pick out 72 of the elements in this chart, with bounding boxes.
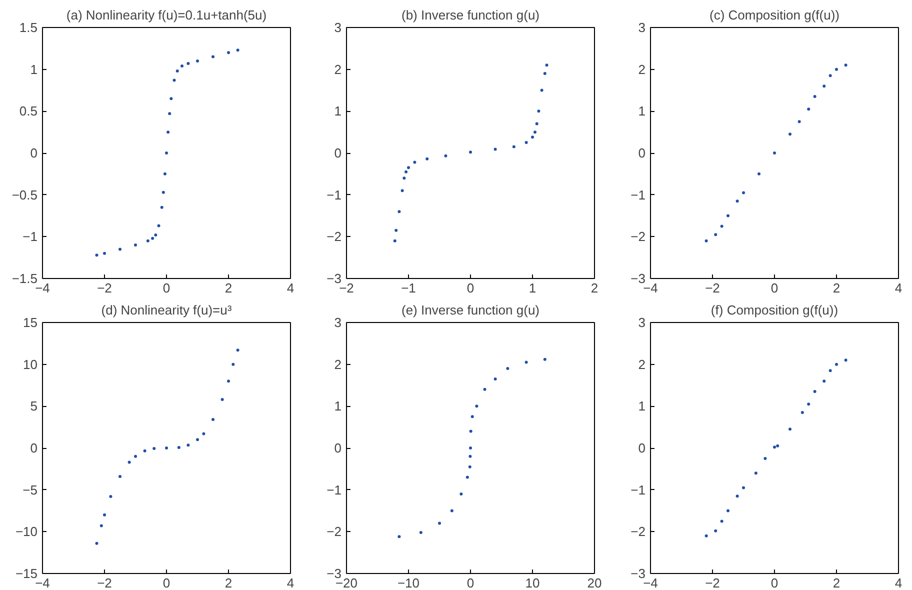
y-tick-label: −3 [630, 566, 646, 581]
y-tick-label: −1 [326, 482, 342, 498]
x-tick-label: 4 [286, 576, 294, 590]
chart-title: (b) Inverse function g(u) [402, 8, 540, 22]
x-tick-label: −2 [705, 576, 720, 590]
y-tick-label: −1.5 [12, 271, 38, 286]
y-tick-label: 0 [30, 146, 38, 160]
y-tick-label: −1 [22, 229, 38, 244]
y-tick-label: 5 [30, 398, 38, 414]
y-tick-label: 1 [30, 62, 38, 77]
x-tick-label: −2 [97, 576, 112, 590]
x-tick-label: 4 [894, 280, 902, 296]
x-tick-label: 1 [528, 280, 536, 296]
y-tick-label: 1 [638, 398, 646, 414]
y-tick-label: −1 [326, 187, 342, 202]
y-tick-label: 0 [638, 440, 646, 456]
x-tick-label: 0 [466, 280, 474, 296]
y-tick-label: −2 [326, 229, 342, 244]
chart-title: (d) Nonlinearity f(u)=u³ [101, 302, 232, 318]
y-tick-label: −1 [630, 187, 646, 202]
x-tick-label: −2 [705, 280, 720, 296]
y-tick-label: 0 [30, 440, 38, 456]
y-tick-label: −3 [326, 566, 342, 581]
x-tick-label: 2 [224, 280, 232, 296]
y-tick-label: 2 [638, 356, 646, 372]
y-tick-label: 3 [638, 315, 646, 330]
y-tick-label: −3 [326, 271, 342, 286]
x-tick-label: 10 [525, 576, 540, 590]
y-tick-label: 2 [638, 62, 646, 77]
y-tick-label: −2 [630, 524, 646, 540]
y-tick-label: 3 [334, 315, 342, 330]
x-tick-label: −2 [97, 280, 112, 296]
y-tick-label: −1 [630, 482, 646, 498]
x-tick-label: 0 [162, 576, 170, 590]
y-tick-label: 1.5 [19, 20, 38, 35]
x-tick-label: 0 [770, 280, 778, 296]
y-tick-label: 3 [334, 20, 342, 35]
y-tick-label: 0 [334, 440, 342, 456]
x-tick-label: 2 [832, 576, 840, 590]
y-tick-label: −3 [630, 271, 646, 286]
y-tick-label: 1 [638, 104, 646, 119]
y-tick-label: −10 [15, 524, 38, 540]
x-tick-label: 0 [466, 576, 474, 590]
y-tick-label: −5 [22, 482, 38, 498]
x-tick-label: 0 [162, 280, 170, 296]
chart-title: (e) Inverse function g(u) [402, 302, 540, 318]
y-tick-label: −0.5 [12, 187, 38, 202]
x-tick-label: −10 [397, 576, 420, 590]
y-tick-label: 2 [334, 356, 342, 372]
y-tick-label: −2 [326, 524, 342, 540]
y-tick-label: −15 [15, 566, 38, 581]
y-tick-label: −2 [630, 229, 646, 244]
y-tick-label: 0 [334, 146, 342, 160]
x-tick-label: 0 [770, 576, 778, 590]
y-tick-label: 0 [638, 146, 646, 160]
y-tick-label: 0.5 [19, 104, 38, 119]
x-tick-label: 4 [286, 280, 294, 296]
x-tick-label: 4 [894, 576, 902, 590]
y-tick-label: 1 [334, 104, 342, 119]
chart-title: (a) Nonlinearity f(u)=0.1u+tanh(5u) [66, 8, 267, 22]
x-tick-label: −1 [401, 280, 416, 296]
y-tick-label: 2 [334, 62, 342, 77]
x-tick-label: 2 [224, 576, 232, 590]
y-tick-label: 10 [23, 356, 38, 372]
x-tick-label: 2 [590, 280, 598, 296]
chart-title: (f) Composition g(f(u)) [710, 302, 838, 318]
y-tick-label: 3 [638, 20, 646, 35]
x-tick-label: 2 [832, 280, 840, 296]
chart-title: (c) Composition g(f(u)) [709, 8, 840, 22]
x-tick-label: 20 [587, 576, 602, 590]
y-tick-label: 15 [23, 315, 38, 330]
y-tick-label: 1 [334, 398, 342, 414]
